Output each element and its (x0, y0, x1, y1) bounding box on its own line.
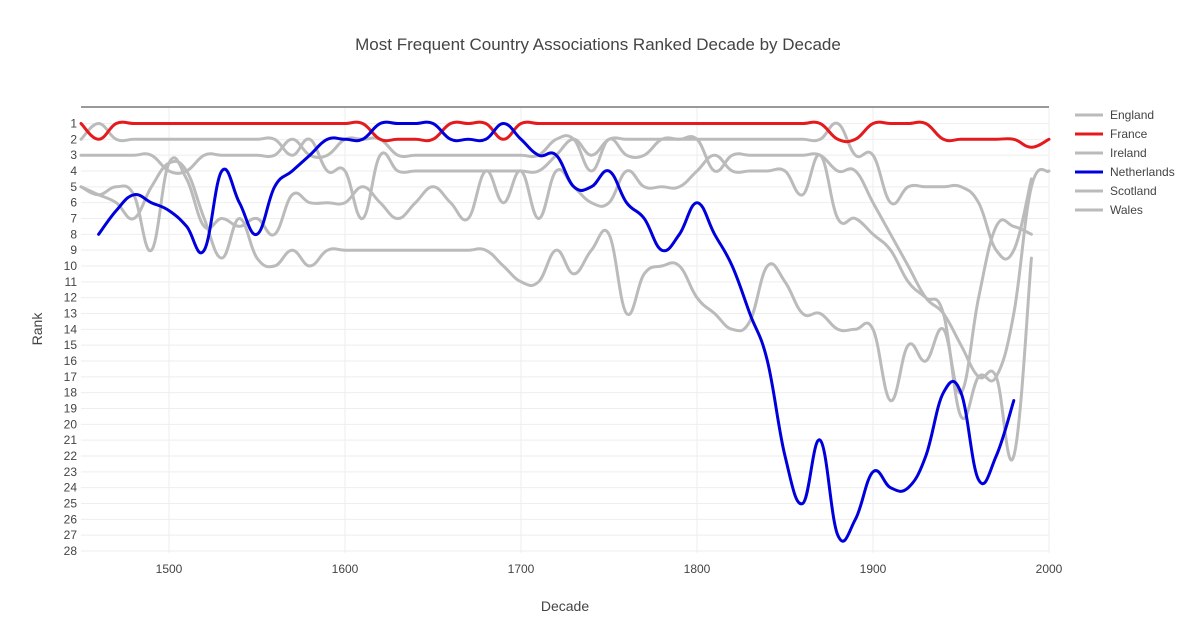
y-tick-label: 4 (70, 164, 77, 178)
series-line-ireland (79, 134, 1033, 462)
series-lines (79, 120, 1051, 543)
x-tick-label: 1700 (508, 562, 535, 576)
y-axis-label: Rank (29, 312, 45, 346)
legend-item-england[interactable]: England (1075, 108, 1154, 122)
x-tick-label: 1900 (860, 562, 887, 576)
x-tick-label: 1500 (156, 562, 183, 576)
chart-title: Most Frequent Country Associations Ranke… (355, 35, 841, 54)
y-tick-label: 24 (64, 481, 78, 495)
y-tick-label: 10 (64, 259, 78, 273)
y-tick-label: 5 (70, 180, 77, 194)
y-tick-label: 22 (64, 449, 78, 463)
y-tick-label: 12 (64, 291, 78, 305)
y-tick-label: 17 (64, 370, 78, 384)
y-tick-label: 14 (64, 322, 78, 336)
y-tick-label: 15 (64, 338, 78, 352)
legend-label: Ireland (1110, 146, 1147, 160)
y-axis-ticks: 1234567891011121314151617181920212223242… (64, 117, 78, 559)
y-tick-label: 16 (64, 354, 78, 368)
legend-item-france[interactable]: France (1075, 127, 1148, 141)
y-tick-label: 2 (70, 132, 77, 146)
y-tick-label: 19 (64, 402, 78, 416)
y-tick-label: 27 (64, 528, 78, 542)
grid-lines (81, 107, 1050, 553)
y-tick-label: 13 (64, 307, 78, 321)
legend-item-ireland[interactable]: Ireland (1075, 146, 1147, 160)
x-tick-label: 1800 (684, 562, 711, 576)
legend-item-netherlands[interactable]: Netherlands (1075, 165, 1175, 179)
x-axis-ticks: 1500 1600 1700 1800 1900 2000 (156, 562, 1063, 576)
y-tick-label: 11 (65, 275, 78, 289)
y-tick-label: 6 (70, 196, 77, 210)
legend-label: Wales (1110, 203, 1143, 217)
y-tick-label: 28 (64, 544, 78, 558)
legend-label: Scotland (1110, 184, 1157, 198)
x-tick-label: 2000 (1036, 562, 1063, 576)
y-tick-label: 8 (70, 227, 77, 241)
legend-item-wales[interactable]: Wales (1075, 203, 1143, 217)
y-tick-label: 25 (64, 497, 78, 511)
y-tick-label: 7 (70, 212, 77, 226)
y-tick-label: 9 (70, 243, 77, 257)
legend-label: England (1110, 108, 1154, 122)
series-line-england (79, 121, 1033, 261)
series-line-scotland (79, 159, 1033, 403)
y-tick-label: 3 (70, 148, 77, 162)
x-tick-label: 1600 (332, 562, 359, 576)
legend-label: Netherlands (1110, 165, 1175, 179)
y-tick-label: 26 (64, 512, 78, 526)
y-tick-label: 21 (64, 433, 78, 447)
x-axis-label: Decade (541, 598, 589, 614)
y-tick-label: 18 (64, 386, 78, 400)
y-tick-label: 23 (64, 465, 78, 479)
series-line-wales (79, 153, 1051, 421)
legend-label: France (1110, 127, 1148, 141)
series-line-france (79, 120, 1051, 149)
legend-item-scotland[interactable]: Scotland (1075, 184, 1157, 198)
series-line-netherlands (97, 120, 1016, 543)
y-tick-label: 1 (70, 117, 77, 131)
legend[interactable]: England France Ireland Netherlands Scotland W… (1075, 108, 1175, 217)
y-tick-label: 20 (64, 417, 78, 431)
